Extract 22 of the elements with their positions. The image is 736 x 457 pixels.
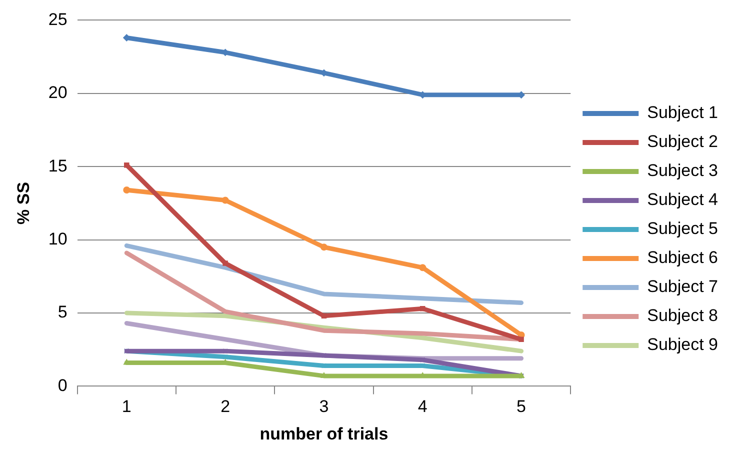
y-tick-label: 25 [48, 10, 68, 29]
y-tick-label: 0 [58, 376, 68, 395]
legend-label: Subject 2 [647, 132, 718, 152]
y-tick-label: 20 [48, 83, 68, 102]
legend-label: Subject 3 [647, 161, 718, 180]
x-tick-label: 2 [220, 397, 230, 416]
legend-label: Subject 4 [647, 190, 718, 210]
legend-label: Subject 8 [647, 306, 718, 326]
x-tick-label: 5 [516, 397, 526, 416]
legend-label: Subject 6 [647, 248, 718, 268]
x-tick-label: 4 [418, 397, 428, 416]
y-tick-label: 5 [58, 302, 68, 322]
legend-label: Subject 9 [647, 335, 718, 354]
legend-label: Subject 5 [647, 219, 718, 238]
y-tick-label: 10 [48, 229, 68, 248]
x-axis-title: number of trials [260, 424, 388, 444]
y-tick-label: 15 [48, 156, 68, 176]
x-tick-label: 3 [319, 397, 329, 416]
y-axis-title: % SS [14, 182, 33, 224]
x-tick-label: 1 [122, 397, 132, 416]
legend-label: Subject 7 [647, 277, 718, 296]
legend-label: Subject 1 [647, 103, 718, 122]
